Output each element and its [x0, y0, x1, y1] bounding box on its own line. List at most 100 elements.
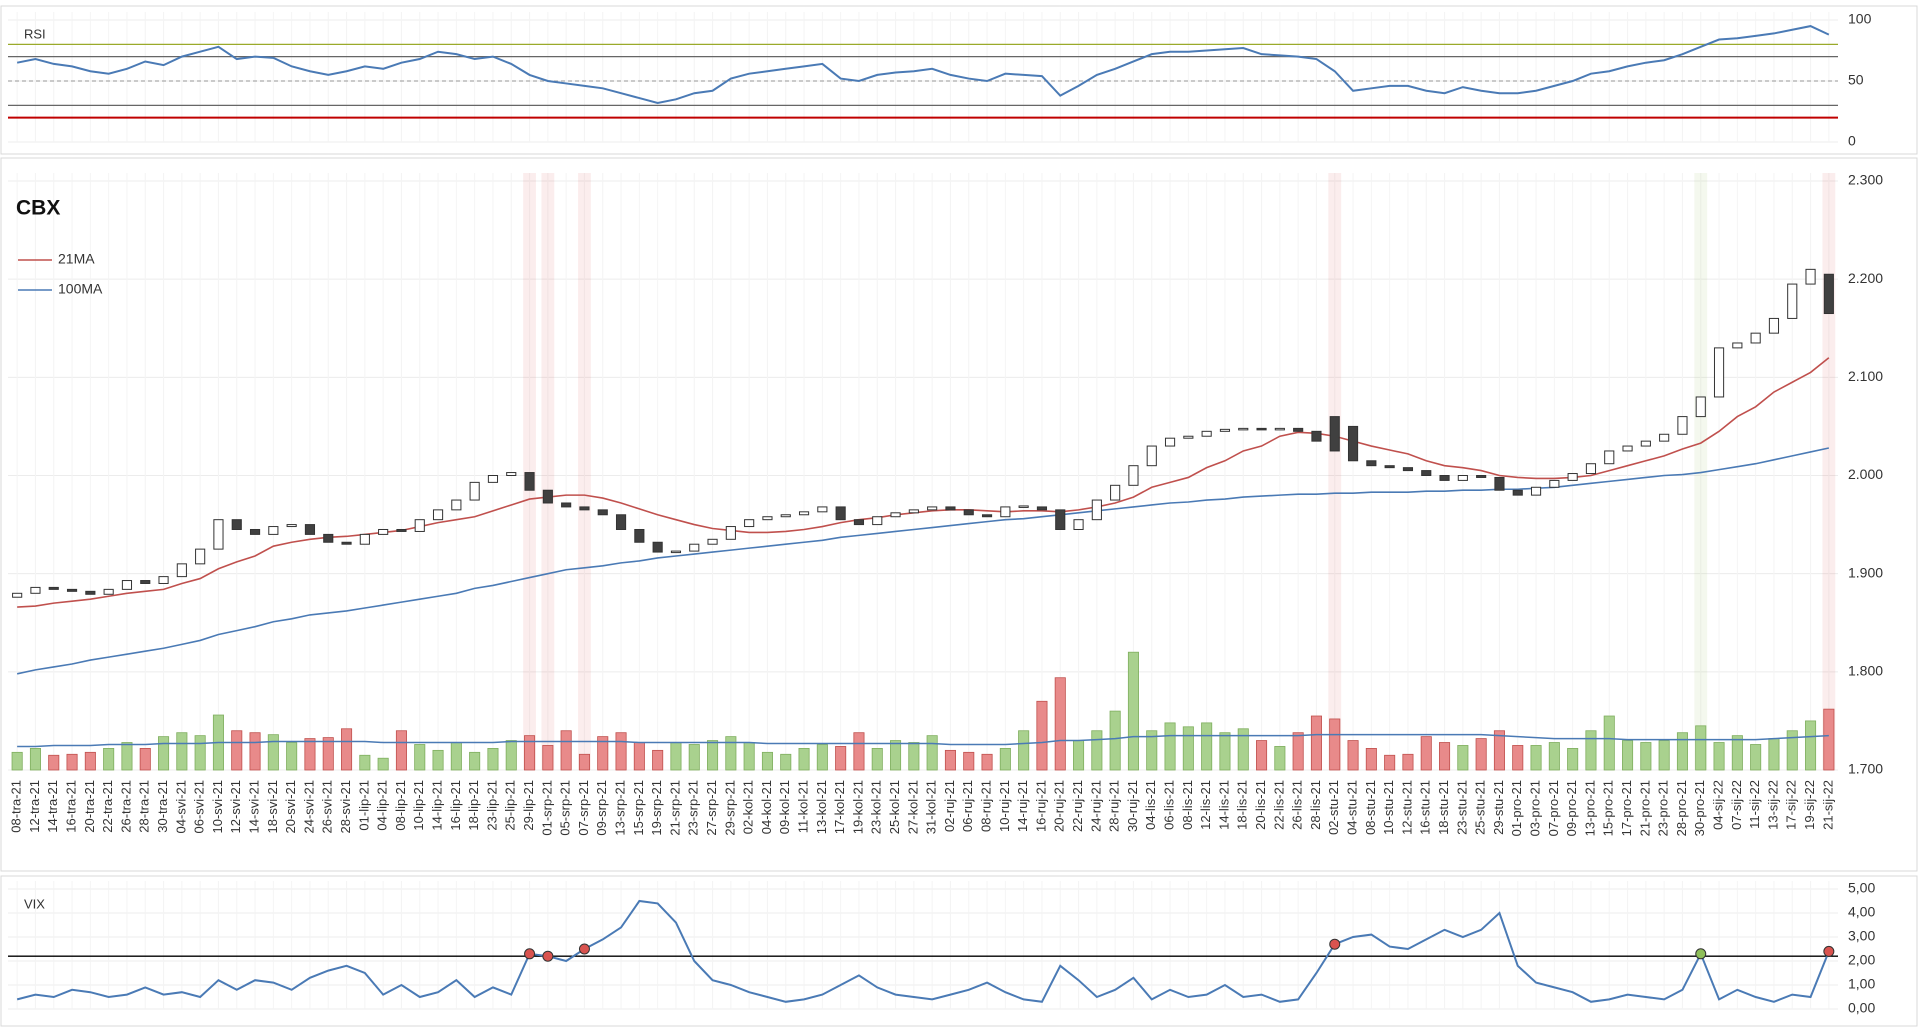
candle	[1128, 465, 1139, 486]
volume-bar	[1768, 738, 1780, 771]
volume-bar	[944, 749, 956, 771]
x-tick-label: 28-ruj-21	[1107, 780, 1122, 832]
x-tick-label: 08-stu-21	[1363, 780, 1378, 835]
candle	[66, 588, 78, 592]
volume-bar	[743, 742, 755, 771]
volume-bar	[29, 748, 41, 771]
line	[16, 25, 1830, 104]
volume-bar	[1457, 745, 1469, 771]
x-tick-label: 22-tra-21	[100, 780, 115, 833]
x-tick-label: 20-lis-21	[1253, 780, 1268, 830]
candle	[927, 506, 938, 511]
volume-bar	[103, 748, 115, 771]
volume-bar	[304, 738, 316, 771]
candle	[908, 509, 919, 514]
volume-bar	[1567, 748, 1579, 771]
candle	[963, 509, 974, 516]
y-tick-label: 0	[1848, 133, 1856, 149]
signal-marker	[542, 950, 554, 962]
volume-bar	[1530, 745, 1542, 771]
x-tick-label: 12-stu-21	[1399, 780, 1414, 835]
volume-bar	[469, 751, 481, 771]
y-tick-label: 2,00	[1848, 952, 1875, 968]
candle	[835, 506, 846, 521]
y-tick-label: 3,00	[1848, 928, 1875, 944]
candle	[634, 528, 645, 543]
x-tick-label: 23-lip-21	[484, 780, 499, 831]
volume-bar	[670, 742, 682, 771]
x-tick-label: 14-tra-21	[45, 780, 60, 833]
x-tick-label: 16-stu-21	[1418, 780, 1433, 835]
volume-bar	[1164, 722, 1176, 771]
volume-bar	[652, 749, 664, 771]
x-tick-label: 13-pro-21	[1582, 780, 1597, 836]
signal-band	[1328, 173, 1342, 770]
volume-bar	[1658, 740, 1670, 771]
x-tick-label: 21-sij-22	[1820, 780, 1835, 830]
volume-bar	[1054, 677, 1066, 771]
candle	[268, 526, 279, 535]
candle	[1146, 445, 1157, 467]
volume-bar	[1585, 730, 1597, 771]
y-tick-label: 2.000	[1848, 466, 1883, 482]
x-tick-label: 30-pro-21	[1692, 780, 1707, 836]
x-tick-label: 23-stu-21	[1454, 780, 1469, 835]
x-tick-label: 27-kol-21	[905, 780, 920, 834]
volume-bar	[1439, 742, 1451, 771]
x-tick-label: 22-lis-21	[1271, 780, 1286, 830]
candle	[121, 580, 133, 590]
volume-bar	[1731, 735, 1743, 771]
volume-bar	[1329, 718, 1341, 771]
y-tick-label: 0,00	[1848, 1000, 1875, 1016]
volume-bar	[1274, 746, 1286, 771]
x-tick-label: 03-pro-21	[1527, 780, 1542, 836]
candle	[1036, 506, 1048, 511]
volume-bar	[359, 754, 371, 771]
x-tick-label: 26-tra-21	[118, 780, 133, 833]
volume-bar	[1365, 748, 1377, 771]
volume-bar	[1256, 740, 1268, 771]
candle	[542, 489, 553, 504]
volume-bar	[322, 737, 334, 771]
candle	[1567, 473, 1578, 481]
x-tick-label: 17-sij-22	[1784, 780, 1799, 830]
candle	[487, 475, 499, 483]
candle	[30, 586, 41, 594]
y-tick-label: 2.100	[1848, 368, 1883, 384]
x-tick-label: 20-svi-21	[283, 780, 298, 833]
x-tick-label: 06-ruj-21	[960, 780, 975, 832]
price-title: CBX	[16, 197, 60, 220]
candle	[981, 514, 993, 518]
candle	[1219, 428, 1231, 432]
candle	[1512, 489, 1523, 496]
candle	[1805, 268, 1816, 285]
x-tick-label: 04-svi-21	[173, 780, 188, 833]
x-tick-label: 25-kol-21	[887, 780, 902, 834]
candle	[1384, 465, 1395, 469]
volume-bar	[231, 730, 243, 771]
volume-bar	[578, 753, 590, 771]
candle	[1274, 427, 1285, 431]
price-panel	[0, 157, 1918, 872]
candle	[1164, 437, 1176, 447]
x-tick-label: 28-tra-21	[137, 780, 152, 833]
candle	[231, 519, 242, 530]
candle	[1329, 416, 1340, 452]
volume-bar	[761, 751, 773, 771]
x-tick-label: 18-stu-21	[1436, 780, 1451, 835]
legend-label: 100MA	[58, 281, 103, 297]
volume-bar	[1127, 651, 1139, 771]
x-tick-label: 15-pro-21	[1601, 780, 1616, 836]
y-tick-label: 2.300	[1848, 172, 1883, 188]
x-tick-label: 02-stu-21	[1326, 780, 1341, 835]
x-tick-label: 28-svi-21	[338, 780, 353, 833]
volume-bar	[121, 742, 133, 771]
x-tick-label: 06-lis-21	[1161, 780, 1176, 830]
rsi-panel	[0, 5, 1918, 155]
x-tick-label: 10-stu-21	[1381, 780, 1396, 835]
candle	[48, 586, 59, 590]
candle	[1768, 317, 1780, 334]
volume-bar	[597, 736, 609, 771]
volume-bar	[414, 744, 426, 771]
x-tick-label: 13-srp-21	[612, 780, 627, 836]
